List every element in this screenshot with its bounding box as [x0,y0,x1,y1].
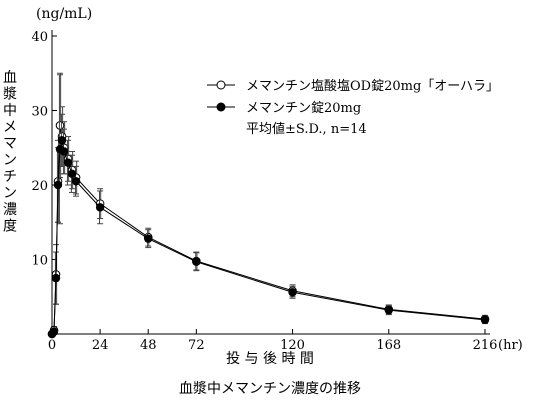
series-line [51,140,486,335]
x-tick-label: 0 [48,338,56,353]
legend-marker-open-circle [216,80,226,90]
data-point-filled [63,158,73,167]
y-axis-label-char: メ [3,120,17,136]
y-axis-label-char: ン [3,153,17,169]
series-reference [47,74,490,339]
y-tick-label: 10 [31,254,48,269]
legend-item-reference: メマンチン錠20mg [207,101,361,116]
data-point-filled [59,147,69,156]
series-layer [47,72,490,339]
y-tick-label: 30 [31,105,48,120]
legend-label-test: メマンチン塩酸塩OD錠20mg「オーハラ」 [246,79,499,94]
y-axis-label-char: チ [3,169,17,185]
x-axis-label: 投 与 後 時 間 [226,351,314,367]
x-tick-label: 120 [280,338,305,353]
data-point-open [55,121,65,130]
data-point-filled [192,257,201,266]
y-tick-label: 40 [31,30,48,45]
y-axis-label-char: 中 [3,103,17,119]
data-point-filled [49,327,59,336]
y-unit-label: (ng/mL) [36,6,92,22]
data-point-filled [480,315,490,325]
x-unit-label: (hr) [498,338,523,353]
chart-title: 血漿中メマンチン濃度の推移 [179,381,361,397]
x-tick-label: 216 [473,338,498,353]
legend-note: 平均値±S.D., n=14 [246,121,367,137]
data-point-filled [384,305,393,315]
y-axis-label-char: 血 [3,70,17,86]
y-axis-label: 血漿中メマンチン濃度 [3,70,17,235]
y-axis-label-char: ン [3,186,17,202]
data-point-filled [71,177,81,186]
y-axis-label-char: 度 [3,219,17,235]
x-tick-label: 72 [188,338,205,353]
y-axis-label-char: マ [3,136,17,152]
data-point-filled [288,288,297,297]
legend-marker-filled-circle [216,102,226,112]
x-tick-label: 24 [92,338,109,353]
data-point-filled [67,169,77,179]
x-tick-label: 48 [140,338,157,353]
data-point-filled [53,180,63,190]
legend-label-reference: メマンチン錠20mg [246,101,361,116]
data-point-filled [51,273,61,283]
y-tick-label: 20 [31,179,48,194]
data-point-filled [95,203,105,212]
legend-item-test: メマンチン塩酸塩OD錠20mg「オーハラ」 [207,79,499,94]
data-point-filled [57,136,67,145]
data-point-filled [144,234,153,243]
legend: メマンチン塩酸塩OD錠20mg「オーハラ」 メマンチン錠20mg 平均値±S.D… [207,79,499,137]
y-axis-label-char: 濃 [3,202,17,218]
x-tick-label: 168 [376,338,401,353]
series-line [51,125,486,335]
y-axis-label-char: 漿 [3,87,17,103]
